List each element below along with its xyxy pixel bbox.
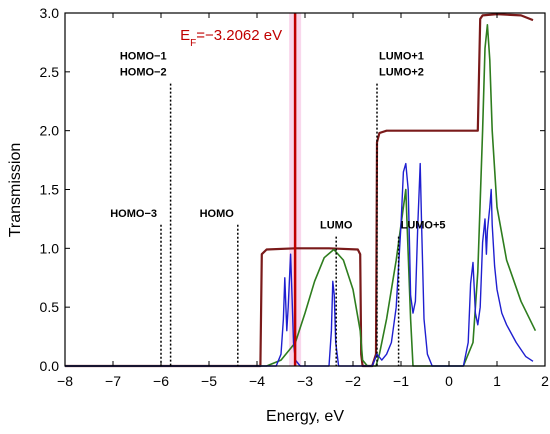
y-tick-label: 2.0 bbox=[40, 123, 60, 139]
y-tick-label: 2.5 bbox=[40, 64, 60, 80]
y-tick-label: 1.5 bbox=[40, 182, 60, 198]
x-tick-label: −8 bbox=[57, 373, 73, 389]
y-tick-label: 3.0 bbox=[40, 5, 60, 21]
x-tick-label: −1 bbox=[393, 373, 409, 389]
x-tick-label: −4 bbox=[249, 373, 265, 389]
x-tick-label: 1 bbox=[493, 373, 501, 389]
x-tick-label: −2 bbox=[345, 373, 361, 389]
y-tick-label: 0.0 bbox=[40, 358, 60, 374]
x-tick-label: −3 bbox=[297, 373, 313, 389]
fermi-level-label: EF=−3.2062 eV bbox=[180, 27, 282, 49]
plot-background bbox=[65, 13, 545, 366]
orbital-marker-label: HOMO−2 bbox=[120, 67, 167, 79]
orbital-marker-label: HOMO bbox=[200, 208, 235, 220]
series-line-2 bbox=[65, 23, 537, 367]
orbital-marker-label: LUMO+1 bbox=[379, 51, 424, 63]
x-tick-label: −7 bbox=[105, 373, 121, 389]
orbital-marker-label: LUMO+5 bbox=[401, 220, 446, 232]
axes: −8 −7 −6 −5 −4 −3 −2 −1 0 1 2 0.0 0.5 1.0 1.5 2.0 2.5 3.0 bbox=[40, 5, 550, 389]
orbital-marker-label: HOMO−3 bbox=[110, 208, 157, 220]
y-tick-label: 0.5 bbox=[40, 299, 60, 315]
y-tick-label: 1.0 bbox=[40, 240, 60, 256]
orbital-marker-label: LUMO+2 bbox=[379, 67, 424, 79]
fermi-level: EF=−3.2062 eV bbox=[180, 13, 297, 366]
x-tick-label: −5 bbox=[201, 373, 217, 389]
y-axis-label: Transmission bbox=[7, 143, 24, 238]
orbital-marker-label: HOMO−1 bbox=[120, 51, 167, 63]
x-tick-label: 2 bbox=[541, 373, 549, 389]
x-axis-label: Energy, eV bbox=[266, 408, 344, 425]
orbital-markers: HOMO−3 HOMO−1 HOMO−2 HOMO LUMO LUMO+1 LUMO+2 LU… bbox=[110, 51, 446, 366]
plot-area bbox=[65, 13, 545, 366]
x-tick-label: 0 bbox=[445, 373, 453, 389]
x-tick-label: −6 bbox=[153, 373, 169, 389]
orbital-marker-label: LUMO bbox=[320, 220, 353, 232]
